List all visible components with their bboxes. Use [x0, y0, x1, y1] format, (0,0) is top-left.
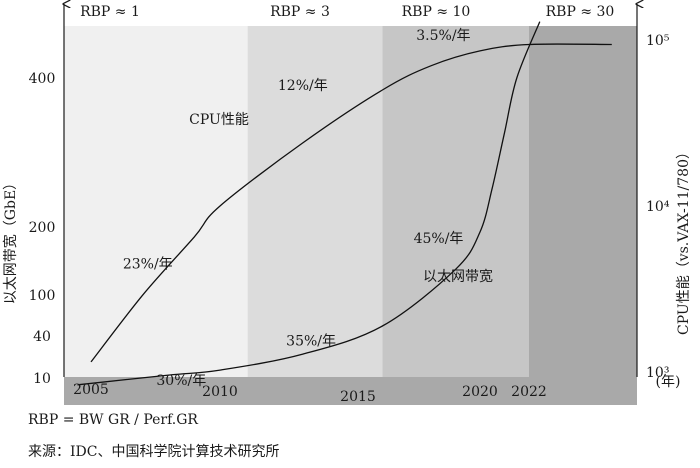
growth-rate-label: 35%/年 [286, 334, 336, 350]
left-tick-label: 40 [33, 329, 51, 345]
x-axis-band-rect [64, 377, 637, 405]
ethernet-bandwidth-label: 以太网带宽 [423, 268, 493, 285]
left-tick-label: 400 [29, 71, 56, 87]
x-tick-label: 2020 [462, 384, 498, 400]
rbp-region-label: RBP ≈ 1 [80, 4, 140, 20]
x-tick-label: 2022 [511, 384, 547, 400]
rbp-region-2 [247, 26, 383, 377]
left-tick-label: 100 [29, 288, 56, 304]
right-axis-title: CPU性能（vs.VAX-11/780） [676, 145, 692, 335]
rbp-region-label: RBP ≈ 30 [546, 4, 615, 20]
growth-rate-label: 30%/年 [156, 373, 206, 389]
axes [64, 4, 637, 377]
right-tick-label: 10³ [646, 365, 669, 381]
x-unit-label: (年) [656, 374, 681, 390]
rbp-region-1 [64, 26, 248, 377]
left-axis-title: 以太网带宽（GbE） [2, 176, 19, 304]
growth-rate-label: 12%/年 [278, 78, 328, 94]
rbp-formula-note: RBP = BW GR / Perf.GR [28, 412, 198, 428]
labels: RBP ≈ 1 RBP ≈ 3 RBP ≈ 10 RBP ≈ 30 2005 2010 20… [2, 4, 692, 405]
rbp-regions [64, 26, 637, 377]
growth-rate-label: 45%/年 [414, 231, 464, 247]
right-tick-label: 10⁴ [646, 199, 670, 215]
cpu-performance-line [90, 43, 612, 363]
ethernet-bandwidth-line [77, 21, 541, 386]
left-tick-label: 10 [33, 371, 51, 387]
x-tick-label: 2010 [202, 384, 238, 400]
series [77, 21, 612, 386]
x-axis-band [64, 377, 637, 405]
left-tick-label: 200 [29, 220, 56, 236]
growth-rate-label: 3.5%/年 [416, 28, 470, 44]
rbp-region-label: RBP ≈ 10 [402, 4, 471, 20]
cpu-performance-label: CPU性能 [189, 112, 249, 128]
right-tick-label: 10⁵ [646, 33, 670, 49]
source-note: 来源：IDC、中国科学院计算技术研究所 [28, 444, 280, 460]
rbp-region-4 [529, 26, 637, 377]
rbp-region-3 [382, 26, 529, 377]
rbp-region-label: RBP ≈ 3 [270, 4, 330, 20]
growth-rate-label: 23%/年 [123, 257, 173, 273]
x-tick-label: 2015 [340, 389, 376, 405]
x-tick-label: 2005 [73, 382, 109, 398]
